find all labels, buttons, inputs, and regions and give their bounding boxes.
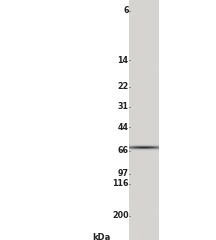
Bar bbox=[129, 0, 158, 240]
Text: 116: 116 bbox=[112, 180, 129, 188]
Text: 14: 14 bbox=[118, 56, 129, 65]
Text: 200: 200 bbox=[112, 211, 129, 220]
Text: 97: 97 bbox=[118, 169, 129, 178]
Text: 22: 22 bbox=[117, 82, 129, 91]
Text: 31: 31 bbox=[118, 102, 129, 111]
Text: 66: 66 bbox=[118, 146, 129, 156]
Text: 6: 6 bbox=[123, 6, 129, 15]
Text: kDa: kDa bbox=[92, 233, 110, 240]
Text: 44: 44 bbox=[118, 123, 129, 132]
